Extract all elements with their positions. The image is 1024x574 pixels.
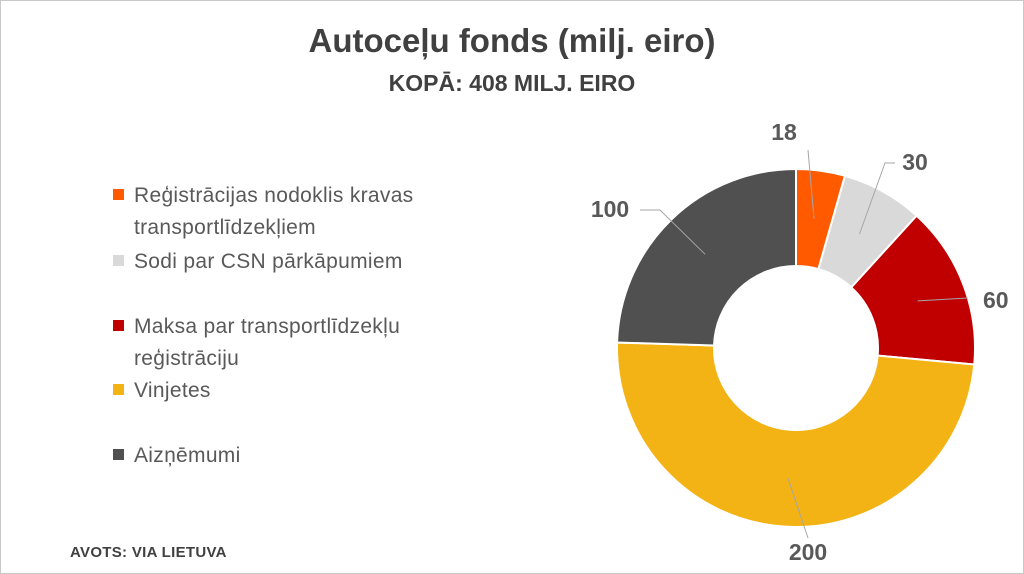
legend-label: Reģistrācijas nodoklis kravas transportl… <box>134 184 414 239</box>
legend-label: Sodi par CSN pārkāpumiem <box>134 250 403 273</box>
legend-item-fines: Sodi par CSN pārkāpumiem <box>113 246 514 278</box>
leader-line <box>859 162 895 235</box>
leader-line <box>917 297 969 302</box>
data-label: 18 <box>771 119 797 145</box>
legend-item-registration-tax: Reģistrācijas nodoklis kravas transportl… <box>113 180 504 244</box>
data-label: 60 <box>983 287 1009 313</box>
legend-label: Maksa par transportlīdzekļu reģistrāciju <box>134 315 401 370</box>
legend-swatch <box>113 449 124 460</box>
data-label: 200 <box>789 539 827 565</box>
legend-item-loans: Aizņēmumi <box>113 440 241 472</box>
data-label: 100 <box>591 196 629 222</box>
leader-line <box>787 478 809 539</box>
legend-swatch <box>113 189 124 200</box>
chart-title: Autoceļu fonds (milj. eiro) <box>308 22 716 59</box>
leader-line <box>807 149 815 219</box>
legend-swatch <box>113 255 124 266</box>
legend-swatch <box>113 320 124 331</box>
donut-slice <box>616 341 976 528</box>
legend-label: Aizņēmumi <box>134 444 241 467</box>
data-label: 30 <box>902 149 928 175</box>
donut-slice <box>616 167 797 347</box>
legend-label: Vinjetes <box>134 379 211 402</box>
source-note: AVOTS: VIA LIETUVA <box>70 544 227 561</box>
legend-item-vignettes: Vinjetes <box>113 375 211 407</box>
legend-swatch <box>113 384 124 395</box>
legend-item-registration-fee: Maksa par transportlīdzekļu reģistrāciju <box>113 311 509 375</box>
chart-subtitle: KOPĀ: 408 MILJ. EIRO <box>388 70 636 96</box>
leader-line <box>640 209 706 255</box>
